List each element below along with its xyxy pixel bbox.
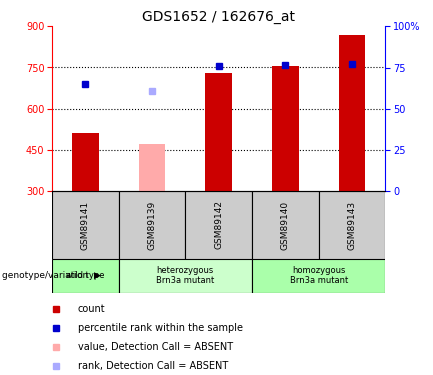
Text: GSM89142: GSM89142 bbox=[214, 201, 223, 249]
Bar bbox=[205, 73, 232, 191]
Bar bbox=[339, 34, 365, 191]
Bar bbox=[52, 191, 119, 259]
Bar bbox=[52, 259, 119, 292]
Text: wild type: wild type bbox=[66, 271, 104, 280]
Bar bbox=[139, 144, 165, 191]
Text: GSM89140: GSM89140 bbox=[281, 200, 290, 250]
Bar bbox=[119, 191, 185, 259]
Bar bbox=[319, 191, 385, 259]
Text: rank, Detection Call = ABSENT: rank, Detection Call = ABSENT bbox=[78, 361, 228, 370]
Text: GSM89141: GSM89141 bbox=[81, 200, 90, 250]
Bar bbox=[185, 191, 252, 259]
Bar bbox=[272, 66, 299, 191]
Text: percentile rank within the sample: percentile rank within the sample bbox=[78, 323, 243, 333]
Bar bbox=[252, 259, 385, 292]
Text: GSM89139: GSM89139 bbox=[148, 200, 156, 250]
Text: GSM89143: GSM89143 bbox=[348, 200, 356, 250]
Text: homozygous
Brn3a mutant: homozygous Brn3a mutant bbox=[290, 266, 348, 285]
Bar bbox=[119, 259, 252, 292]
Title: GDS1652 / 162676_at: GDS1652 / 162676_at bbox=[142, 10, 295, 24]
Text: count: count bbox=[78, 304, 106, 314]
Text: heterozygous
Brn3a mutant: heterozygous Brn3a mutant bbox=[156, 266, 214, 285]
Text: genotype/variation  ▶: genotype/variation ▶ bbox=[2, 271, 101, 280]
Bar bbox=[252, 191, 319, 259]
Bar bbox=[72, 134, 99, 191]
Text: value, Detection Call = ABSENT: value, Detection Call = ABSENT bbox=[78, 342, 233, 352]
